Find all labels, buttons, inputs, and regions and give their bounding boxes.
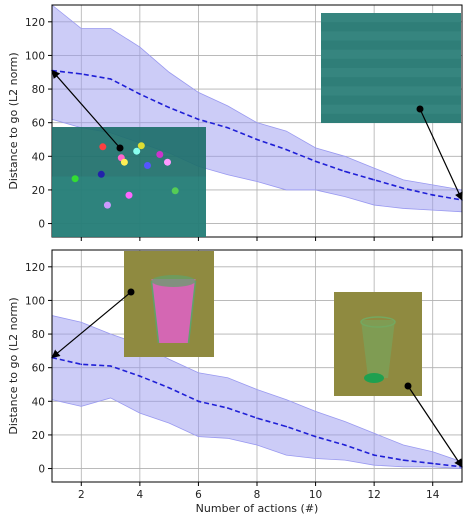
x-tick-label: 8	[254, 489, 261, 501]
glass-base	[364, 373, 384, 383]
scene-object-10	[171, 187, 179, 195]
scene-object-12	[137, 142, 145, 150]
y-tick-label: 0	[38, 464, 45, 476]
scene-object-8	[125, 191, 133, 199]
y-tick-label: 40	[32, 396, 45, 408]
data-point	[402, 187, 405, 190]
data-point	[373, 454, 375, 456]
data-point	[256, 138, 258, 141]
scene-object-7	[71, 175, 79, 183]
x-tick-label: 6	[195, 489, 202, 501]
inset-image-1	[52, 127, 206, 237]
arrow-line	[407, 385, 463, 468]
scene-object-13	[164, 158, 171, 166]
floor-stripe-1	[321, 13, 461, 23]
floor-stripe-6	[321, 104, 461, 114]
data-point	[109, 78, 112, 80]
y-tick-label: 60	[32, 118, 45, 130]
data-point	[168, 106, 170, 109]
x-tick-label: 14	[426, 489, 440, 501]
data-point	[314, 160, 317, 163]
data-point	[168, 387, 170, 389]
data-point	[139, 375, 141, 377]
data-point	[285, 425, 288, 428]
scene-object-3	[133, 147, 141, 155]
y-tick-label: 100	[25, 50, 45, 62]
y-tick-label: 120	[25, 262, 45, 274]
floor-stripe-4	[321, 68, 461, 78]
x-tick-label: 4	[137, 489, 144, 501]
inset-image-2	[334, 292, 422, 396]
data-point	[197, 118, 200, 121]
annotation-arrow-2	[416, 105, 463, 201]
y-tick-label: 100	[25, 295, 45, 307]
data-point	[431, 194, 434, 196]
annotation-arrow-1	[51, 69, 124, 152]
y-tick-label: 80	[32, 329, 45, 341]
y-tick-label: 120	[25, 17, 45, 29]
x-tick-label: 10	[309, 489, 322, 501]
inset-floor	[52, 176, 206, 237]
floor-stripe-3	[321, 49, 461, 59]
data-point	[431, 462, 434, 465]
data-point	[314, 435, 317, 438]
y-tick-label: 20	[32, 430, 45, 442]
scene-object-6	[97, 170, 105, 178]
scene-object-1	[99, 143, 107, 151]
data-point	[80, 73, 83, 75]
data-point	[344, 170, 346, 173]
glass-body	[361, 320, 395, 378]
floor-stripe-2	[321, 31, 461, 41]
inset-image-2	[321, 13, 461, 123]
y-tick-label: 0	[38, 219, 45, 231]
x-axis-label: Number of actions (#)	[196, 502, 319, 515]
y-tick-label: 20	[32, 185, 45, 197]
x-tick-label: 12	[367, 489, 380, 501]
glass-rim	[360, 316, 396, 328]
data-point	[402, 459, 405, 461]
data-point	[285, 148, 288, 151]
annotation-arrow-1	[51, 288, 135, 359]
data-point	[256, 417, 258, 419]
inset-background	[321, 13, 461, 123]
scene-object-4	[156, 151, 164, 158]
data-point	[226, 126, 229, 129]
data-point	[226, 407, 229, 409]
data-point	[344, 444, 346, 446]
y-tick-label: 40	[32, 151, 45, 163]
scene-object-11	[120, 158, 128, 166]
glass-rim	[151, 275, 196, 287]
y-tick-label: 80	[32, 84, 45, 96]
floor-stripe-5	[321, 86, 461, 96]
arrow-line	[419, 108, 463, 201]
data-point	[109, 365, 112, 367]
arrow-line	[51, 69, 121, 149]
x-tick-label: 2	[78, 489, 85, 501]
y-axis-label: Distance to go (L2 norm)	[7, 52, 20, 189]
data-point	[80, 363, 83, 366]
data-point	[373, 179, 375, 181]
annotation-arrow-2	[404, 382, 463, 468]
scene-object-5	[143, 162, 151, 169]
glass-fill	[151, 279, 196, 343]
y-tick-label: 60	[32, 363, 45, 375]
glass-outline	[150, 280, 197, 344]
inset-image-1	[124, 251, 214, 357]
y-axis-label: Distance to go (L2 norm)	[7, 297, 20, 434]
data-point	[197, 400, 200, 403]
data-point	[139, 93, 141, 95]
scene-object-9	[103, 201, 111, 209]
arrow-line	[51, 291, 132, 359]
